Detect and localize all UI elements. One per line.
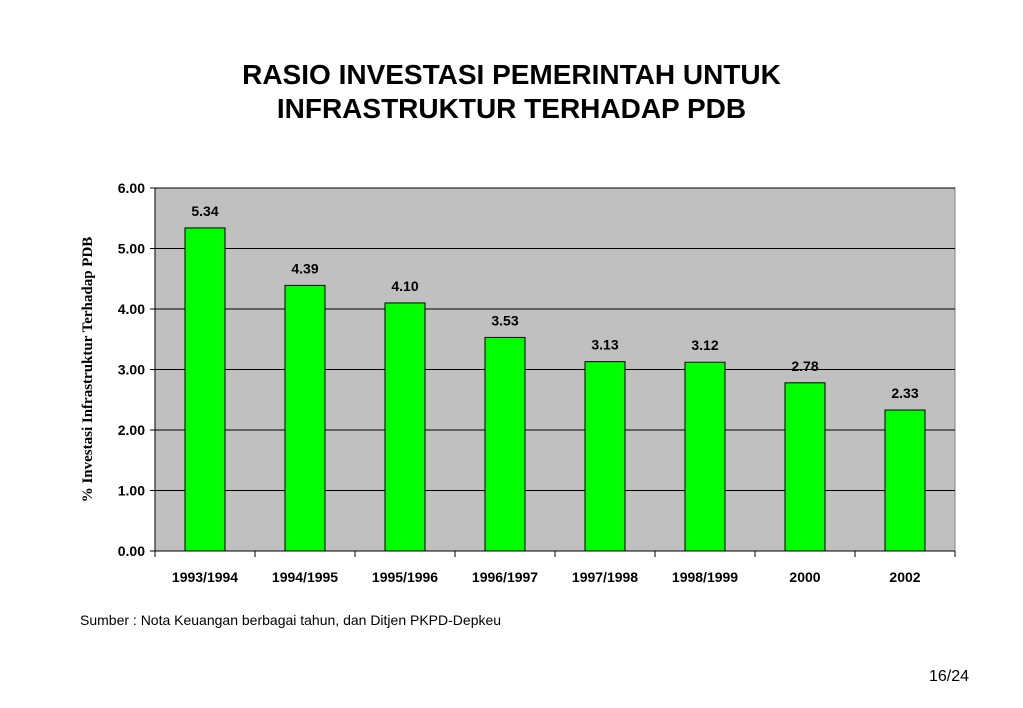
bar bbox=[884, 409, 926, 552]
bar bbox=[684, 361, 726, 552]
data-label: 3.53 bbox=[491, 312, 518, 328]
data-label: 4.39 bbox=[291, 260, 318, 276]
y-tick-label: 6.00 bbox=[118, 180, 145, 196]
x-tick-label: 1994/1995 bbox=[272, 569, 338, 585]
x-tick-label: 1993/1994 bbox=[172, 569, 238, 585]
source-note: Sumber : Nota Keuangan berbagai tahun, d… bbox=[80, 612, 502, 628]
chart-title-line-2: INFRASTRUKTUR TERHADAP PDB bbox=[276, 93, 747, 124]
bar bbox=[784, 382, 826, 552]
x-tick-label: 1995/1996 bbox=[372, 569, 438, 585]
data-label: 3.12 bbox=[691, 337, 718, 353]
x-tick-label: 1998/1999 bbox=[672, 569, 738, 585]
x-tick-label: 2002 bbox=[889, 569, 920, 585]
chart-title: RASIO INVESTASI PEMERINTAH UNTUK INFRAST… bbox=[0, 58, 1023, 126]
y-tick-label: 0.00 bbox=[118, 543, 145, 559]
data-label: 3.13 bbox=[591, 337, 618, 353]
bars bbox=[184, 227, 926, 552]
bar bbox=[184, 227, 226, 552]
x-tick-label: 1997/1998 bbox=[572, 569, 638, 585]
y-tick-label: 5.00 bbox=[118, 241, 145, 257]
labels: 0.00 1.00 2.00 3.00 4.00 5.00 6.00 5.34 1993/199… bbox=[118, 180, 921, 585]
axes bbox=[150, 187, 956, 557]
y-tick-label: 4.00 bbox=[118, 301, 145, 317]
y-tick-label: 3.00 bbox=[118, 362, 145, 378]
y-axis-label: % Investasi Infrastruktur Terhadap PDB bbox=[80, 237, 96, 503]
x-tick-label: 1996/1997 bbox=[472, 569, 538, 585]
chart-title-line-1: RASIO INVESTASI PEMERINTAH UNTUK bbox=[242, 59, 781, 90]
bar bbox=[484, 336, 526, 552]
y-tick-label: 2.00 bbox=[118, 422, 145, 438]
y-tick-label: 1.00 bbox=[118, 483, 145, 499]
bar bbox=[284, 284, 326, 552]
data-label: 2.78 bbox=[791, 358, 818, 374]
x-tick-label: 2000 bbox=[789, 569, 820, 585]
page-number: 16/24 bbox=[928, 668, 969, 685]
data-label: 5.34 bbox=[191, 203, 218, 219]
bar bbox=[384, 302, 426, 552]
data-label: 2.33 bbox=[891, 385, 918, 401]
bar bbox=[584, 361, 626, 552]
data-label: 4.10 bbox=[391, 278, 418, 294]
